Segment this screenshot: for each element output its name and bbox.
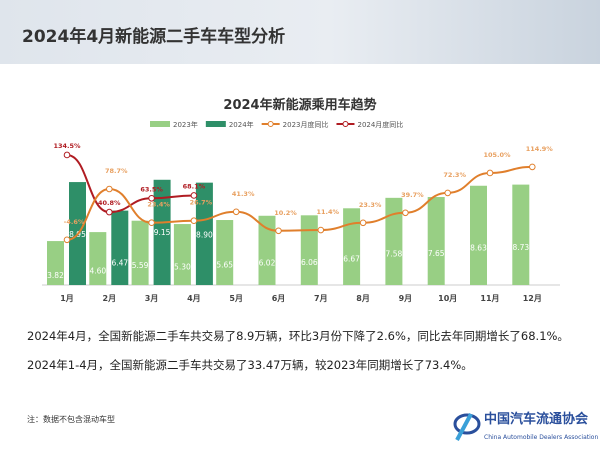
line-2023-yoy-label: 78.7% bbox=[105, 167, 128, 175]
legend-label: 2024年 bbox=[229, 120, 254, 129]
legend-swatch bbox=[205, 121, 226, 127]
chart-title: 2024年新能源乘用车趋势 bbox=[223, 98, 377, 113]
legend-marker bbox=[342, 121, 349, 127]
bar-label-2023: 6.67 bbox=[343, 255, 360, 264]
x-tick-label: 3月 bbox=[145, 294, 159, 303]
bar-2023 bbox=[258, 215, 276, 285]
cada-logo: 中国汽车流通协会 China Automobile Dealers Associ… bbox=[448, 410, 600, 448]
bar-label-2023: 8.63 bbox=[470, 243, 487, 252]
bar-2023 bbox=[300, 215, 318, 285]
x-tick-label: 9月 bbox=[399, 294, 413, 303]
line-2023-yoy-point bbox=[317, 226, 325, 234]
legend-swatch bbox=[150, 121, 170, 127]
line-2023-yoy-point bbox=[529, 163, 536, 171]
logo-cn-text: 中国汽车流通协会 bbox=[484, 412, 589, 427]
bar-2024 bbox=[153, 179, 171, 285]
x-tick-label: 11月 bbox=[480, 294, 499, 303]
line-2023-yoy-label: -4.6% bbox=[64, 218, 85, 226]
bar-label-2024: 9.15 bbox=[154, 228, 171, 237]
bar-2024 bbox=[195, 182, 213, 285]
line-2024-yoy-point bbox=[106, 208, 113, 216]
footnote: 注：数据不包含混动车型 bbox=[27, 415, 115, 424]
line-2023-yoy-point bbox=[63, 236, 71, 244]
line-2023-yoy-point bbox=[359, 219, 367, 227]
bar-2023 bbox=[385, 197, 403, 285]
bar-2023 bbox=[512, 184, 530, 285]
legend-label: 2023年 bbox=[173, 120, 198, 129]
page-title: 2024年4月新能源二手车车型分析 bbox=[22, 27, 286, 47]
bar-2023 bbox=[131, 220, 149, 285]
bar-2023 bbox=[216, 220, 234, 285]
line-2023-yoy-point bbox=[486, 169, 494, 177]
summary-paragraph-2: 2024年1-4月，全国新能源二手车共交易了33.47万辆，较2023年同期增长… bbox=[27, 358, 473, 372]
bar-label-2023: 5.65 bbox=[216, 261, 233, 270]
bar-label-2023: 5.30 bbox=[174, 263, 191, 272]
line-2023-yoy-point bbox=[402, 209, 409, 217]
bar-label-2023: 5.59 bbox=[132, 261, 149, 270]
header-banner: 2024年4月新能源二手车车型分析 bbox=[0, 0, 600, 64]
x-tick-label: 2月 bbox=[103, 294, 117, 303]
line-2024-yoy bbox=[66, 153, 194, 214]
line-2024-yoy-point bbox=[148, 194, 155, 202]
line-2024-yoy-label: 63.5% bbox=[140, 185, 163, 193]
bar-label-2023: 3.82 bbox=[47, 271, 64, 280]
bar-label-2023: 8.73 bbox=[512, 243, 529, 252]
bar-label-2023: 7.58 bbox=[386, 249, 403, 258]
summary-block: 2024年4月，全国新能源二手车共交易了8.9万辆，环比3月份下降了2.6%，同… bbox=[27, 329, 593, 373]
x-tick-label: 1月 bbox=[60, 294, 74, 303]
x-tick-label: 12月 bbox=[523, 294, 542, 303]
x-tick-label: 10月 bbox=[438, 294, 457, 303]
line-2023-yoy-label: 105.0% bbox=[483, 151, 511, 159]
bar-2023 bbox=[470, 185, 487, 285]
line-2023-yoy-label: 41.3% bbox=[232, 190, 255, 198]
line-2023-yoy-point bbox=[275, 227, 282, 235]
bar-2023 bbox=[47, 241, 64, 285]
line-2024-yoy-label: 68.1% bbox=[183, 182, 206, 190]
x-tick-label: 4月 bbox=[187, 294, 201, 303]
x-tick-label: 5月 bbox=[229, 294, 243, 303]
line-2024-yoy-point bbox=[190, 192, 198, 199]
line-2023-yoy-label: 23.4% bbox=[147, 201, 170, 209]
line-2023-yoy-label: 11.4% bbox=[317, 208, 340, 216]
bar-2023 bbox=[427, 197, 445, 285]
bar-label-2023: 7.65 bbox=[428, 249, 445, 258]
bar-label-2023: 4.60 bbox=[89, 267, 106, 276]
summary-paragraph-1: 2024年4月，全国新能源二手车共交易了8.9万辆，环比3月份下降了2.6%，同… bbox=[27, 329, 569, 343]
legend-label: 2024月度同比 bbox=[357, 120, 403, 129]
bar-label-2024: 6.47 bbox=[111, 259, 128, 268]
x-tick-label: 7月 bbox=[314, 294, 328, 303]
trend-chart: 1月 2月 3月 4月 5月 6月 7月 8月 9月 10月 11月 12月3.828.954.606… bbox=[42, 120, 560, 303]
bar-label-2023: 6.06 bbox=[301, 258, 318, 267]
line-2023-yoy-point bbox=[232, 208, 240, 216]
line-2023-yoy-point bbox=[444, 189, 452, 197]
line-2023-yoy-label: 10.2% bbox=[274, 209, 297, 217]
bar-label-2023: 6.02 bbox=[259, 258, 276, 267]
line-2024-yoy-point bbox=[63, 151, 71, 159]
line-2023-yoy-label: 23.3% bbox=[359, 201, 382, 209]
bar-label-2024: 8.90 bbox=[196, 231, 213, 240]
legend-label: 2023月度同比 bbox=[283, 120, 329, 129]
legend-marker bbox=[267, 121, 274, 127]
bar-2023 bbox=[343, 208, 361, 285]
line-2023-yoy-label: 26.7% bbox=[190, 199, 213, 207]
line-2023-yoy-label: 72.3% bbox=[443, 171, 466, 179]
x-tick-label: 6月 bbox=[272, 294, 286, 303]
line-2023-yoy-label: 39.7% bbox=[401, 191, 424, 199]
line-2024-yoy-label: 40.8% bbox=[98, 199, 121, 207]
bar-2023 bbox=[89, 232, 107, 285]
line-2023-yoy-point bbox=[148, 219, 155, 227]
line-2024-yoy-label: 134.5% bbox=[53, 142, 81, 150]
x-tick-label: 8月 bbox=[356, 294, 370, 303]
line-2023-yoy-point bbox=[106, 185, 113, 193]
line-2023-yoy-point bbox=[190, 217, 198, 225]
cada-logo-icon bbox=[453, 413, 481, 441]
logo-en-text: China Automobile Dealers Association bbox=[484, 434, 599, 441]
bar-2023 bbox=[173, 224, 191, 285]
bar-2024 bbox=[111, 210, 129, 285]
line-2023-yoy-label: 114.9% bbox=[526, 145, 554, 153]
